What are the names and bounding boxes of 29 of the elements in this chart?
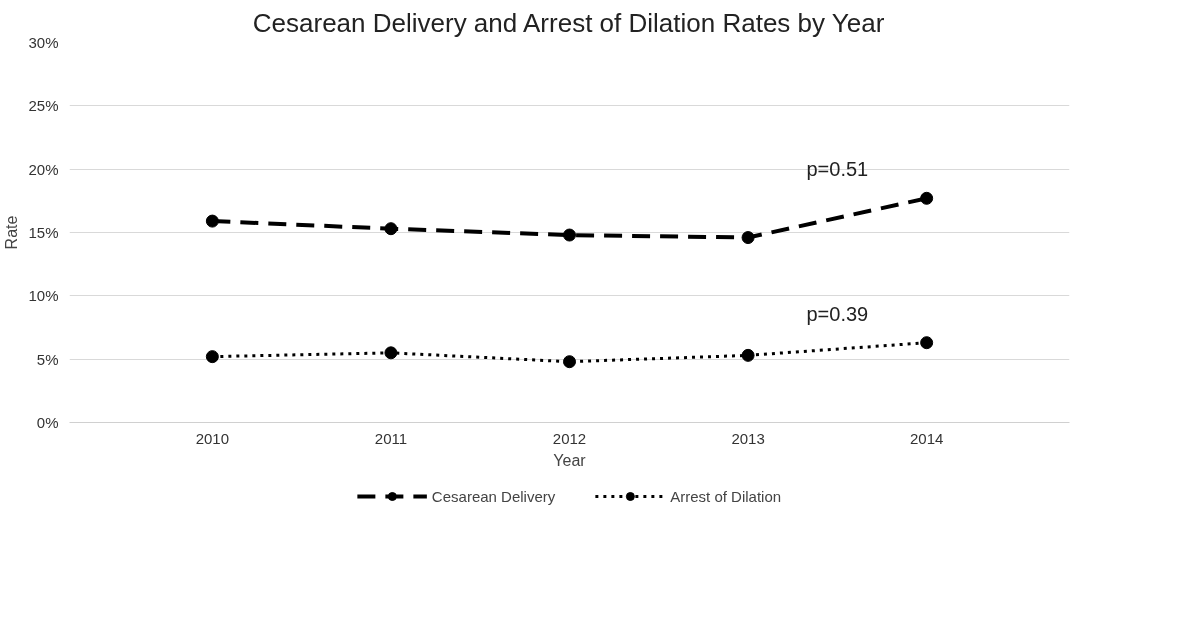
legend-label: Arrest of Dilation [670, 487, 782, 505]
point [920, 191, 934, 205]
y-tick-label: 25% [28, 97, 59, 115]
x-axis-title: Year [553, 451, 587, 469]
x-tick-label: 2014 [909, 429, 944, 447]
point [205, 214, 219, 228]
x-tick-label: 2013 [731, 429, 765, 447]
legend-label: Cesarean Delivery [431, 487, 556, 505]
y-axis-title: Rate [3, 215, 21, 250]
y-tick-label: 15% [28, 224, 59, 241]
y-tick-label: 10% [28, 287, 59, 305]
x-tick-label: 2010 [195, 429, 230, 447]
y-tick-label: 30% [28, 34, 59, 51]
point [563, 355, 576, 369]
annotation: p=0.51 [806, 158, 869, 181]
point [741, 348, 755, 362]
y-tick-label: 20% [28, 160, 59, 178]
x-tick-label: 2011 [374, 429, 408, 447]
point [741, 231, 755, 245]
point [384, 346, 398, 360]
point [205, 350, 219, 364]
point [920, 336, 934, 350]
y-tick-label: 5% [36, 350, 59, 368]
y-tick-label: 0% [36, 414, 59, 431]
chart-title: Cesarean Delivery and Arrest of Dilation Rates by Year [252, 7, 885, 38]
annotation: p=0.39 [806, 302, 869, 325]
point [563, 228, 576, 242]
x-tick-label: 2012 [552, 429, 587, 447]
point [384, 222, 398, 236]
